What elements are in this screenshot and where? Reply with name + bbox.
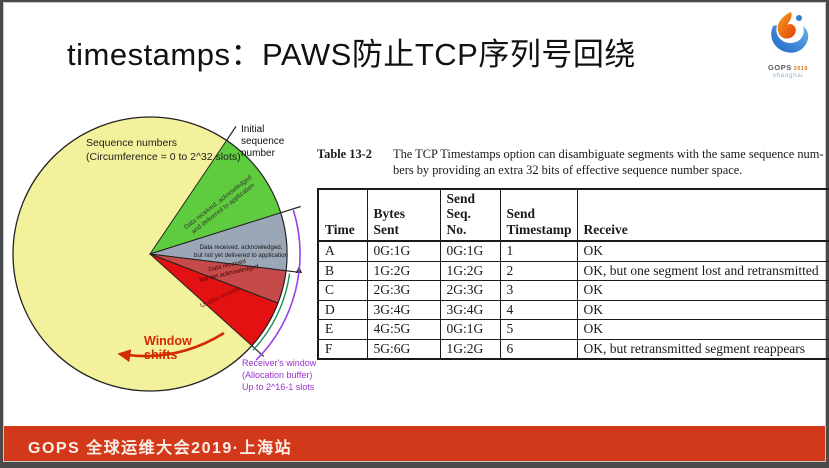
footer-bar: GOPS 全球运维大会2019·上海站	[4, 426, 825, 461]
isn-label: Initial sequence number	[241, 124, 285, 159]
table-row: C 2G:3G 2G:3G 3 OK	[317, 280, 829, 301]
table-cell: E	[317, 319, 368, 340]
svg-text:Window: Window	[144, 334, 192, 348]
table-cell: 3G:4G	[366, 299, 441, 321]
sequence-numbers-label: Sequence numbers	[86, 137, 177, 149]
table-caption: Table 13-2 The TCP Timestamps option can…	[317, 146, 829, 179]
table-cell: 2	[499, 260, 578, 282]
table-cell: OK, but one segment lost and retransmitt…	[576, 260, 829, 282]
table-cell: 1G:2G	[439, 260, 501, 282]
table-cell: 6	[499, 338, 578, 360]
table-cell: 5	[499, 319, 578, 340]
logo-text: GOPS 2019	[757, 63, 819, 72]
table-cell: A	[317, 240, 368, 262]
sequence-wheel-diagram: Sequence numbers (Circumference = 0 to 2…	[12, 116, 317, 392]
table-cell: 2G:3G	[439, 280, 501, 301]
table-cell: 4G:5G	[366, 319, 441, 340]
receiver-window-label: Receiver's window (Allocation buffer) Up…	[242, 358, 317, 392]
table-cell: 0G:1G	[439, 319, 501, 340]
timestamps-table: Time Bytes Sent Send Seq. No. Send Timesta…	[317, 187, 829, 361]
table-cell: OK	[576, 319, 829, 340]
logo-swirl-icon	[771, 12, 809, 53]
table-row: B 1G:2G 1G:2G 2 OK, but one segment lost…	[317, 260, 829, 282]
svg-text:(Allocation buffer): (Allocation buffer)	[242, 370, 312, 380]
table-row: D 3G:4G 3G:4G 4 OK	[317, 299, 829, 321]
table-cell: 1G:2G	[439, 338, 501, 360]
table-header-row: Time Bytes Sent Send Seq. No. Send Timesta…	[317, 188, 829, 243]
table-cell: 4	[499, 299, 578, 321]
table-cell: 0G:1G	[439, 240, 501, 262]
gops-logo: GOPS 2019 shanghai	[757, 9, 819, 91]
table-caption-label: Table 13-2	[317, 147, 372, 161]
table-cell: 3G:4G	[439, 299, 501, 321]
header-receive: Receive	[576, 188, 829, 243]
receiver-window-arc	[255, 209, 301, 361]
svg-text:Data received, acknowledged,: Data received, acknowledged,	[200, 244, 283, 251]
wedge-delivered	[148, 139, 282, 255]
isn-pointer-line	[226, 125, 237, 141]
table-cell: D	[317, 299, 368, 321]
usable-arc	[252, 273, 291, 351]
slide-title: timestamps：PAWS防止TCP序列号回绕	[67, 37, 636, 72]
table-cell: OK, but retransmitted segment reappears	[576, 338, 829, 360]
svg-text:number: number	[241, 148, 276, 159]
table-cell: OK	[576, 280, 829, 301]
table-row: A 0G:1G 0G:1G 1 OK	[317, 240, 829, 262]
table-cell: C	[317, 280, 368, 301]
footer-text: GOPS 全球运维大会2019·上海站	[28, 440, 293, 457]
svg-text:but not yet delivered to appli: but not yet delivered to application	[194, 252, 288, 259]
svg-text:Initial: Initial	[241, 124, 264, 135]
slide: timestamps：PAWS防止TCP序列号回绕 GOPS 2019 shang…	[3, 2, 829, 462]
table-cell: OK	[576, 299, 829, 321]
header-bytes-sent: Bytes Sent	[366, 188, 441, 243]
table-cell: 1	[499, 240, 578, 262]
table-cell: 3	[499, 280, 578, 301]
header-send-timestamp: Send Timestamp	[499, 188, 578, 243]
sequence-numbers-sublabel: (Circumference = 0 to 2^32 slots)	[86, 151, 241, 163]
table-cell: OK	[576, 240, 829, 262]
header-send-seq: Send Seq. No.	[439, 188, 501, 243]
header-time: Time	[317, 188, 368, 243]
svg-text:sequence: sequence	[241, 136, 285, 147]
table-caption-text: The TCP Timestamps option can disambigua…	[393, 147, 824, 178]
table-row: F 5G:6G 1G:2G 6 OK, but retransmitted se…	[317, 338, 829, 360]
table-section: Table 13-2 The TCP Timestamps option can…	[317, 146, 829, 361]
table-cell: 0G:1G	[366, 240, 441, 262]
table-cell: B	[317, 260, 368, 282]
window-top-line	[280, 205, 301, 214]
svg-text:Receiver's window: Receiver's window	[242, 358, 317, 368]
table-cell: 2G:3G	[366, 280, 441, 301]
gray-wedge-label: Data received, acknowledged, but not yet…	[194, 244, 288, 259]
logo-city: shanghai	[772, 72, 804, 79]
svg-text:Up to 2^16-1 slots: Up to 2^16-1 slots	[242, 382, 315, 392]
table-cell: F	[317, 338, 368, 360]
table-row: E 4G:5G 0G:1G 5 OK	[317, 319, 829, 340]
table-cell: 5G:6G	[366, 338, 441, 360]
window-shifts-arrow	[117, 331, 225, 363]
table-cell: 1G:2G	[366, 260, 441, 282]
logo-year: 2019	[793, 66, 808, 72]
logo-name: GOPS	[768, 63, 792, 72]
